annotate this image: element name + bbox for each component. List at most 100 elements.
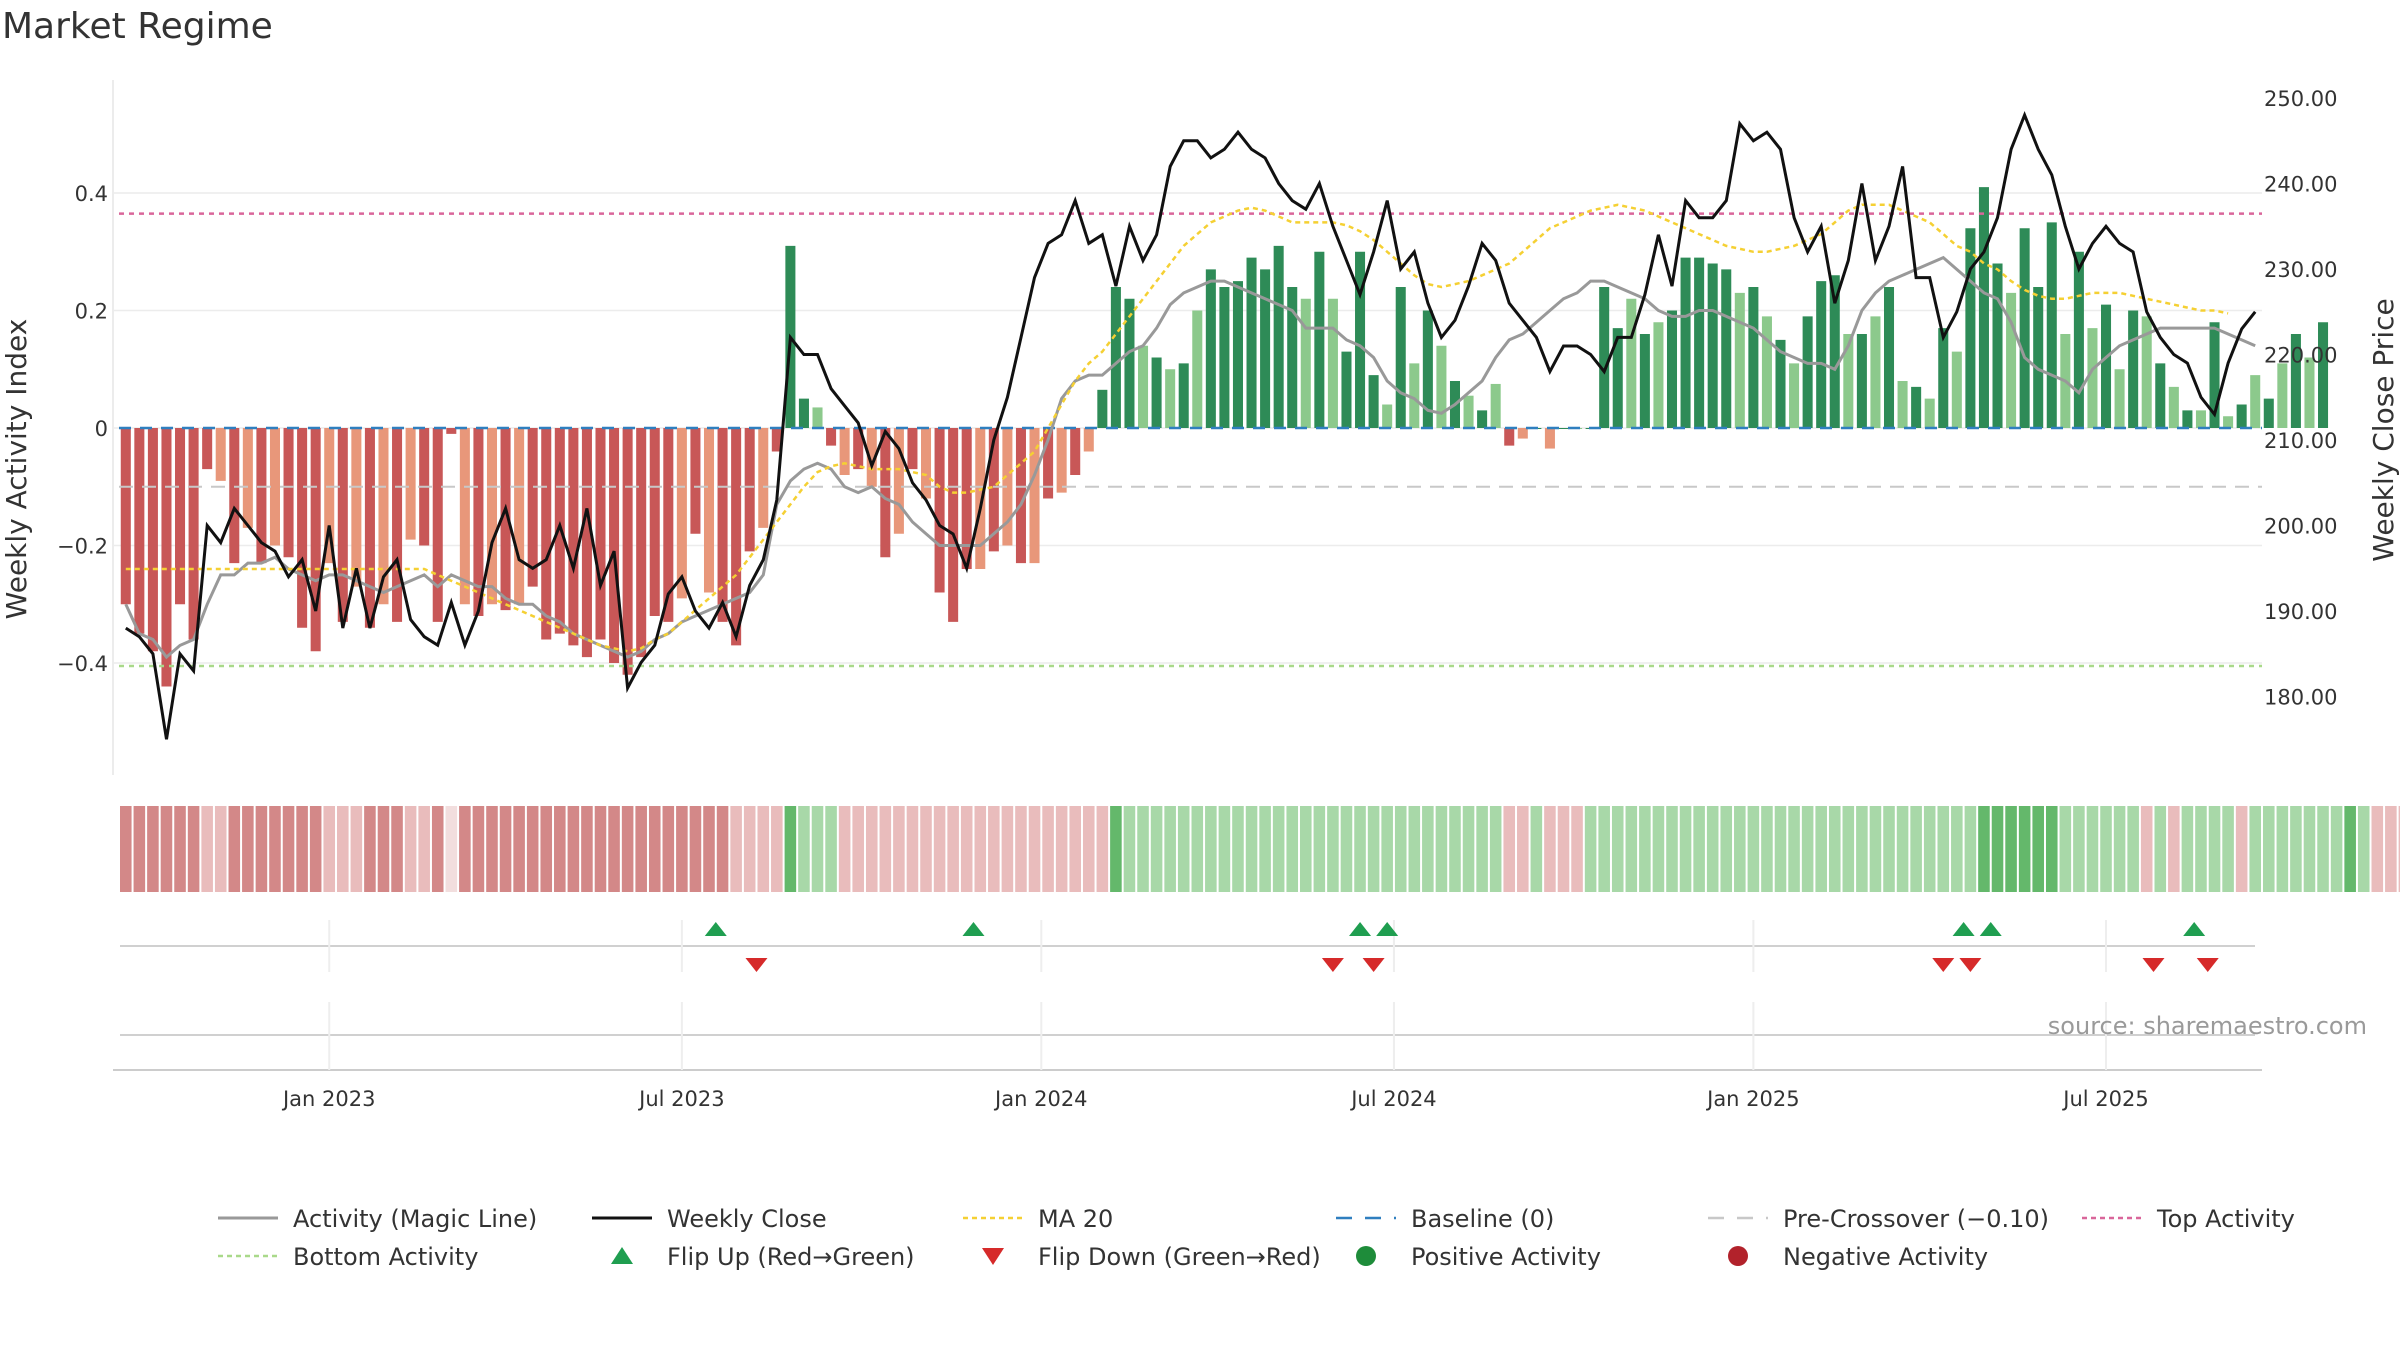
- y-right-tick: 220.00: [2264, 344, 2337, 368]
- activity-bar: [2033, 287, 2044, 428]
- regime-cell: [2032, 806, 2044, 892]
- activity-bar: [717, 428, 728, 622]
- legend-item: Flip Down (Green→Red): [982, 1243, 1321, 1271]
- regime-cell: [1110, 806, 1122, 892]
- regime-cell: [1069, 806, 1081, 892]
- regime-cell: [2222, 806, 2234, 892]
- regime-cell: [431, 806, 444, 892]
- activity-bar: [432, 428, 443, 622]
- legend-label: Pre-Crossover (−0.10): [1783, 1205, 2049, 1233]
- flip-up-marker: [2183, 922, 2206, 936]
- activity-bar: [1639, 334, 1650, 428]
- activity-bar: [134, 428, 145, 634]
- activity-bar: [2087, 328, 2098, 428]
- flip-down-marker: [2196, 958, 2219, 972]
- regime-cell: [2005, 806, 2017, 892]
- regime-cell: [1706, 806, 1719, 892]
- activity-bar: [731, 428, 742, 646]
- regime-cell: [309, 806, 322, 892]
- activity-bar: [636, 428, 647, 658]
- activity-bar: [1829, 275, 1840, 428]
- activity-bar: [1951, 351, 1962, 428]
- legend-item: MA 20: [963, 1205, 1113, 1233]
- regime-cell: [2263, 806, 2275, 892]
- legend-item: Negative Activity: [1728, 1243, 1988, 1271]
- activity-bar: [1897, 381, 1908, 428]
- flip-down-marker: [1959, 958, 1982, 972]
- x-tick-label: Jan 2025: [1705, 1087, 1800, 1111]
- activity-bar: [649, 428, 660, 616]
- legend-item: Bottom Activity: [218, 1243, 478, 1271]
- activity-bar: [1924, 398, 1935, 428]
- ma20-line: [125, 203, 2229, 653]
- regime-cell: [2235, 806, 2248, 892]
- activity-bar: [1856, 334, 1867, 428]
- regime-cell: [879, 806, 892, 892]
- regime-cell: [1164, 806, 1176, 892]
- regime-cell: [1028, 806, 1041, 892]
- regime-cell: [1544, 806, 1556, 892]
- series-lines: [124, 111, 2257, 740]
- regime-cell: [323, 806, 336, 892]
- activity-bar: [202, 428, 213, 470]
- x-tick-label: Jul 2025: [2061, 1087, 2148, 1111]
- regime-cell: [296, 806, 308, 892]
- activity-bar: [1436, 345, 1447, 428]
- activity-bar: [1355, 251, 1366, 428]
- activity-bar: [527, 428, 538, 587]
- regime-cell: [974, 806, 987, 892]
- regime-cell: [2127, 806, 2139, 892]
- legend-label: Activity (Magic Line): [293, 1205, 537, 1233]
- flip-up-marker: [1349, 922, 1372, 936]
- activity-bar: [473, 428, 484, 616]
- regime-cell: [2249, 806, 2261, 892]
- activity-bar: [988, 428, 999, 552]
- activity-bar: [2073, 251, 2084, 428]
- regime-cell: [2317, 806, 2329, 892]
- activity-bar: [1666, 310, 1678, 428]
- dot-icon: [1356, 1246, 1376, 1266]
- regime-cell: [2059, 806, 2072, 892]
- y-right-tick: 250.00: [2264, 87, 2337, 111]
- activity-bar: [1965, 228, 1976, 428]
- activity-bar: [1287, 287, 1298, 428]
- regime-cell: [757, 806, 770, 892]
- regime-cell: [1055, 806, 1068, 892]
- regime-cell: [486, 806, 498, 892]
- chart-title: Market Regime: [2, 6, 273, 47]
- regime-cell: [201, 806, 213, 892]
- legend: Activity (Magic Line) Weekly Close MA 20 Ba…: [218, 1205, 2295, 1271]
- regime-cell: [364, 806, 376, 892]
- regime-cell: [1340, 806, 1353, 892]
- activity-bar: [1477, 410, 1488, 428]
- regime-cell: [1272, 806, 1285, 892]
- regime-cell: [228, 806, 241, 892]
- regime-cell: [1734, 806, 1746, 892]
- flip-vertical-grid: [328, 920, 2108, 972]
- activity-bar: [2304, 357, 2315, 428]
- regime-cell: [1611, 806, 1624, 892]
- flip-up-marker: [1952, 922, 1975, 936]
- regime-cell: [391, 806, 403, 892]
- bottom-vertical-grid: [328, 1002, 2108, 1070]
- regime-cell: [472, 806, 485, 892]
- activity-bar: [812, 407, 823, 428]
- regime-cell: [2073, 806, 2085, 892]
- activity-bar: [948, 428, 959, 622]
- regime-cell: [906, 806, 919, 892]
- activity-bar: [1138, 345, 1149, 428]
- activity-bar: [1260, 269, 1271, 428]
- legend-item: Pre-Crossover (−0.10): [1708, 1205, 2049, 1233]
- legend-item: Baseline (0): [1336, 1205, 1554, 1233]
- activity-bar: [934, 428, 945, 593]
- regime-cell: [377, 806, 390, 892]
- regime-cell: [933, 806, 946, 892]
- activity-bar: [1775, 339, 1786, 428]
- activity-bar: [1504, 428, 1515, 446]
- regime-cell: [1896, 806, 1909, 892]
- source-note: source: sharemaestro.com: [2048, 1012, 2367, 1040]
- regime-cell: [1693, 806, 1705, 892]
- activity-bar: [2236, 404, 2247, 428]
- regime-cell: [865, 806, 878, 892]
- activity-bar: [2263, 398, 2274, 428]
